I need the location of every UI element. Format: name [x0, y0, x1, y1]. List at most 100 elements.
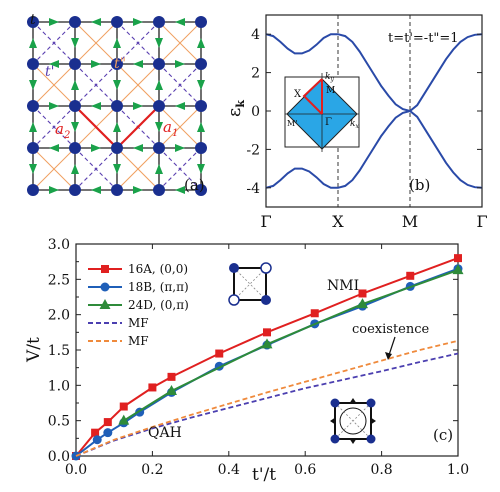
lattice-site — [27, 100, 39, 112]
x-tick-label: 0.4 — [218, 462, 240, 478]
hopping-arrow — [133, 102, 143, 110]
hopping-arrow — [113, 38, 121, 48]
t1-bond — [158, 147, 202, 191]
lattice-site — [153, 16, 165, 28]
hopping-arrow — [113, 80, 121, 90]
hopping-arrow — [155, 38, 163, 48]
y-tick-label: 0.5 — [48, 414, 70, 430]
series-24D — [118, 264, 464, 425]
lattice-site — [111, 100, 123, 112]
data-point — [103, 428, 113, 438]
legend-marker — [99, 299, 111, 309]
y-tick-label: 0.0 — [48, 449, 70, 465]
data-point — [167, 372, 176, 381]
x-tick-label: 0.0 — [65, 462, 87, 478]
lattice-site — [69, 58, 81, 70]
lattice-site — [69, 100, 81, 112]
nn-arrows — [29, 18, 205, 194]
lattice-sites — [27, 16, 207, 196]
hopping-arrow — [71, 164, 79, 174]
data-point — [118, 414, 130, 425]
a1-vector — [116, 105, 160, 149]
bz-X-label: X — [294, 89, 302, 100]
series-mf-purple — [75, 352, 459, 457]
bz-Gamma-label: Γ — [325, 117, 332, 128]
data-point — [91, 428, 100, 437]
panel-c-axes: 0.0 0.5 1.0 1.5 2.0 2.5 3.0 0.0 0.2 0.4 0.6 0.8 1.0 — [48, 237, 469, 478]
panel-b-bands: -4 -2 0 2 4 Γ X M Γ εk t=t'=-t"=1 (b) ky kx M X… — [224, 14, 488, 231]
bz-M-label: M — [326, 86, 335, 96]
a2-label: a2 — [55, 120, 70, 141]
legend-label: MF — [128, 316, 149, 330]
data-point — [357, 298, 368, 309]
hopping-arrow — [197, 122, 205, 132]
t2-bond — [74, 21, 118, 65]
symmetry-lines — [337, 15, 411, 207]
hopping-arrow — [133, 60, 143, 68]
bz-Mprime-label: M' — [287, 119, 297, 128]
lattice-site — [69, 142, 81, 154]
data-point — [454, 254, 462, 263]
hopping-arrow — [71, 80, 79, 90]
y-tick-label: 2.0 — [48, 308, 70, 324]
t2-bond — [116, 63, 160, 107]
lattice-vectors — [74, 105, 160, 149]
series-mf-orange — [75, 339, 459, 457]
lattice-site — [153, 100, 165, 112]
hopping-arrow — [133, 144, 143, 152]
t2-bond — [116, 147, 160, 191]
t2-bond — [32, 63, 76, 107]
bz-inset: ky kx M X Γ M' — [284, 72, 360, 152]
hopping-arrow — [133, 186, 143, 194]
hopping-arrow — [175, 186, 185, 194]
bz-path — [302, 78, 323, 115]
t1-bond — [116, 21, 160, 65]
t2-bonds — [32, 21, 202, 191]
lattice-site — [153, 142, 165, 154]
hopping-arrow — [91, 144, 101, 152]
data-point — [166, 384, 177, 395]
y-tick-label: 1.0 — [48, 378, 70, 394]
hopping-arrow — [155, 80, 163, 90]
y-tick-label: -4 — [246, 181, 260, 197]
data-point — [215, 349, 224, 358]
panel-c-xlabel: t'/t — [252, 465, 276, 485]
legend-label: 16A, (0,0) — [128, 262, 188, 276]
lattice-site — [27, 142, 39, 154]
upper-band — [265, 33, 483, 113]
region-label-nmi: NMI — [327, 278, 359, 294]
panel-c-label: (c) — [433, 426, 453, 444]
y-tick-label: 3.0 — [48, 237, 70, 253]
hopping-arrow — [29, 122, 37, 132]
panel-c-series — [71, 254, 464, 461]
y-tick-label: 2.5 — [48, 272, 70, 288]
lattice-site — [153, 184, 165, 196]
hopping-arrow — [155, 164, 163, 174]
coexistence-arrow — [388, 336, 396, 356]
y-tick-label: 4 — [251, 27, 260, 43]
coexistence-label: coexistence — [352, 322, 430, 337]
lattice-site — [27, 58, 39, 70]
x-tick-label: 1.0 — [447, 462, 469, 478]
data-point — [103, 418, 112, 427]
x-tick-label: 0.6 — [294, 462, 316, 478]
x-tick-label: X — [332, 212, 344, 231]
legend-label: MF — [128, 334, 149, 348]
data-point — [358, 289, 367, 298]
legend-label: 18B, (π,π) — [128, 280, 189, 294]
qah-pattern-icon — [330, 398, 376, 444]
coexistence-arrowhead — [385, 352, 392, 360]
hopping-arrow — [29, 164, 37, 174]
hopping-arrow — [91, 186, 101, 194]
hopping-arrow — [175, 60, 185, 68]
hopping-arrow — [197, 80, 205, 90]
data-point — [148, 383, 157, 392]
hopping-arrow — [113, 122, 121, 132]
t1-bonds — [32, 21, 202, 191]
lattice-site — [111, 16, 123, 28]
x-tick-label: 0.8 — [370, 462, 392, 478]
y-tick-label: 1.5 — [48, 343, 70, 359]
